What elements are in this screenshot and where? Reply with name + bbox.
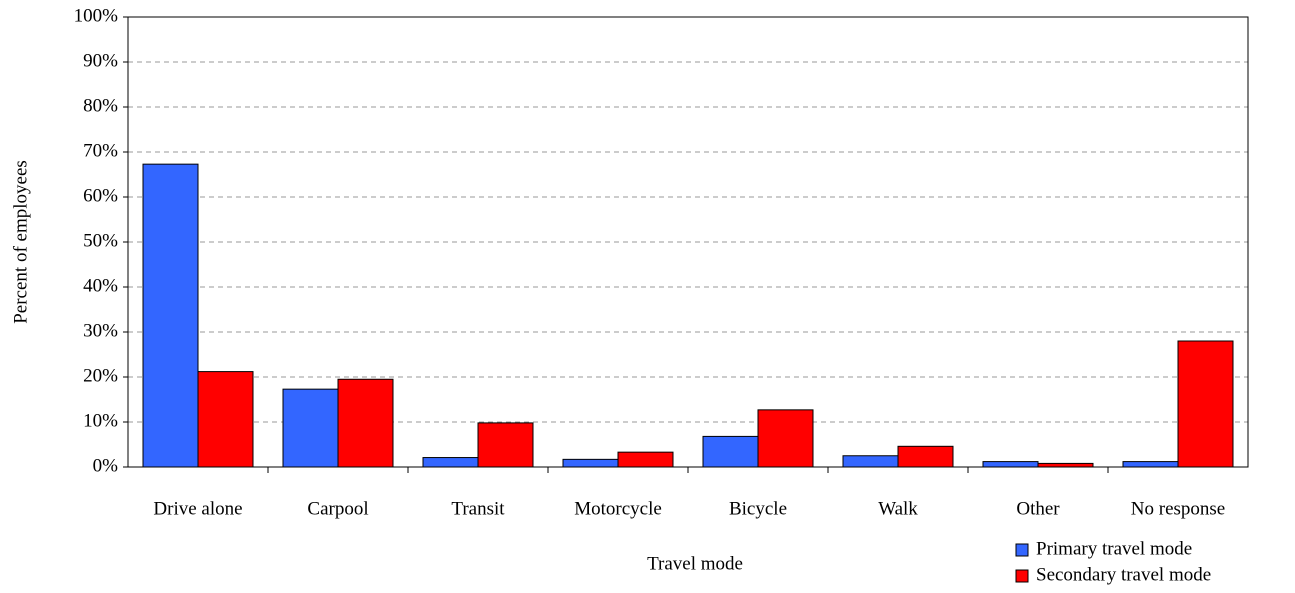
legend-swatch <box>1015 569 1029 583</box>
bar <box>1177 340 1234 468</box>
x-tick-label: Motorcycle <box>574 498 662 519</box>
bar <box>617 451 674 468</box>
x-axis-title: Travel mode <box>647 553 743 574</box>
x-tick-label: Carpool <box>307 498 368 519</box>
bar <box>197 371 254 468</box>
bar <box>897 445 954 468</box>
bar <box>142 163 199 468</box>
bar <box>477 422 534 468</box>
y-tick-label: 70% <box>83 140 118 161</box>
y-tick-label: 0% <box>93 455 119 476</box>
x-tick-label: Bicycle <box>729 498 787 519</box>
bar <box>842 455 899 468</box>
x-tick-label: No response <box>1131 498 1225 519</box>
y-tick-label: 100% <box>74 5 119 26</box>
bar <box>982 461 1039 468</box>
y-tick-label: 40% <box>83 275 118 296</box>
bar <box>1122 461 1179 468</box>
bar <box>562 458 619 468</box>
bar <box>702 435 759 468</box>
legend-swatch <box>1015 543 1029 557</box>
y-tick-label: 10% <box>83 410 118 431</box>
x-tick-label: Walk <box>878 498 918 519</box>
bar <box>757 409 814 468</box>
y-tick-label: 30% <box>83 320 118 341</box>
bar <box>422 457 479 468</box>
legend-label: Secondary travel mode <box>1036 564 1211 585</box>
bar <box>1037 462 1094 468</box>
y-axis-title: Percent of employees <box>10 160 31 324</box>
x-tick-label: Transit <box>451 498 505 519</box>
y-tick-label: 80% <box>83 95 118 116</box>
y-tick-label: 50% <box>83 230 118 251</box>
y-tick-label: 90% <box>83 50 118 71</box>
y-tick-label: 60% <box>83 185 118 206</box>
legend-label: Primary travel mode <box>1036 538 1192 559</box>
bar <box>282 388 339 468</box>
x-tick-label: Other <box>1016 498 1060 519</box>
x-tick-label: Drive alone <box>153 498 242 519</box>
y-tick-label: 20% <box>83 365 118 386</box>
bar <box>337 378 394 468</box>
